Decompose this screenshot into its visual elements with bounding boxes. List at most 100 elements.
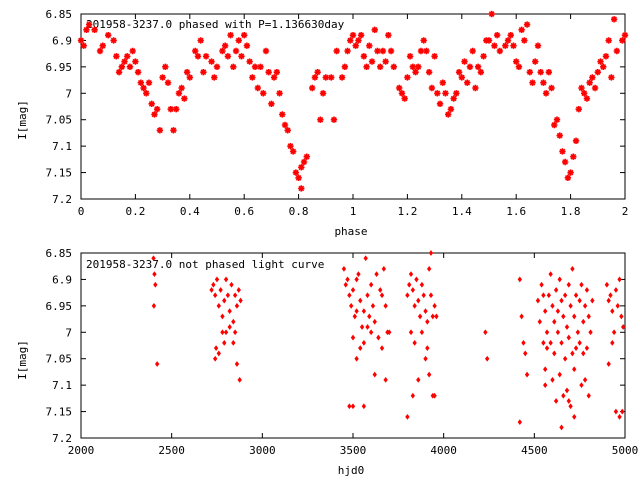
data-point [260, 90, 267, 97]
data-point [539, 281, 544, 288]
data-point [537, 68, 544, 76]
unphased-plot: 201958-3237.0 not phased light curve hjd… [16, 247, 638, 477]
data-point [523, 21, 531, 28]
data-point [162, 63, 169, 71]
data-point [220, 313, 225, 320]
data-point [575, 105, 582, 113]
data-point [447, 105, 455, 113]
data-point [582, 376, 588, 383]
phased-ytick-label: 7.15 [46, 167, 73, 180]
data-point [602, 53, 610, 60]
data-point [513, 58, 520, 65]
data-point [608, 292, 613, 299]
data-point [219, 47, 226, 55]
data-point [216, 350, 221, 357]
data-point [338, 74, 346, 81]
unphased-ytick-label: 6.85 [46, 247, 73, 260]
data-point [358, 297, 363, 304]
data-point [343, 281, 348, 288]
data-point [581, 350, 586, 357]
data-point [537, 318, 542, 325]
phased-ytick-label: 7 [65, 87, 72, 100]
data-point [606, 297, 611, 304]
data-point [378, 287, 383, 293]
unphased-ytick-label: 7 [65, 326, 72, 339]
data-point [586, 79, 593, 86]
data-point [420, 37, 427, 44]
data-point [436, 100, 444, 108]
data-point [591, 84, 599, 92]
data-point [265, 68, 272, 76]
phased-xtick-label: 2 [622, 205, 629, 218]
data-point [432, 302, 437, 309]
data-point [431, 53, 438, 60]
data-point [570, 350, 575, 357]
data-point [368, 281, 374, 288]
data-point [496, 47, 504, 55]
data-point [363, 63, 370, 71]
data-point [600, 63, 607, 71]
data-point [534, 42, 542, 49]
data-point [257, 63, 264, 71]
data-point [579, 281, 584, 288]
data-point [352, 42, 359, 49]
data-point [419, 329, 425, 336]
data-point [254, 84, 261, 92]
data-point [415, 63, 422, 71]
data-point [518, 26, 525, 34]
data-point [428, 250, 434, 256]
phased-ytick-label: 6.85 [46, 8, 73, 21]
data-point [419, 281, 425, 288]
data-point [227, 31, 234, 39]
data-point [372, 371, 377, 378]
data-point [472, 84, 479, 92]
unphased-ytick-label: 7.05 [46, 353, 73, 366]
data-point [519, 313, 524, 320]
data-point [561, 158, 569, 166]
data-point [354, 276, 359, 283]
data-point [442, 90, 449, 97]
data-point [434, 90, 441, 97]
data-point [572, 413, 577, 420]
data-point [281, 121, 289, 129]
data-point [344, 47, 351, 55]
data-point [573, 345, 579, 352]
data-point [387, 47, 395, 55]
data-point [276, 90, 283, 97]
data-point [381, 265, 387, 272]
data-point [105, 31, 112, 39]
data-point [559, 297, 564, 304]
unphased-ytick-label: 7.2 [52, 432, 72, 445]
data-point [230, 63, 237, 71]
data-point [423, 355, 428, 362]
data-point [216, 302, 221, 309]
data-point [365, 324, 370, 330]
data-point [374, 271, 379, 278]
data-point [543, 308, 548, 315]
data-point [222, 339, 227, 346]
data-point [416, 297, 421, 304]
data-point [153, 105, 161, 113]
data-point [553, 398, 559, 404]
data-point [387, 329, 392, 336]
data-point [377, 63, 384, 71]
unphased-xtick-label: 3000 [249, 444, 276, 457]
data-point [543, 366, 548, 373]
data-point [246, 58, 253, 65]
data-point [477, 68, 485, 76]
data-point [218, 287, 223, 293]
data-point [347, 37, 354, 44]
data-point [366, 42, 373, 49]
data-point [590, 297, 595, 304]
data-point [314, 68, 321, 76]
data-point [232, 292, 238, 299]
data-point [390, 63, 397, 71]
data-point [229, 281, 234, 288]
data-point [469, 47, 476, 55]
data-point [356, 271, 361, 278]
data-point [151, 255, 156, 262]
data-point [328, 74, 335, 81]
data-point [367, 313, 372, 320]
data-point [579, 382, 584, 389]
